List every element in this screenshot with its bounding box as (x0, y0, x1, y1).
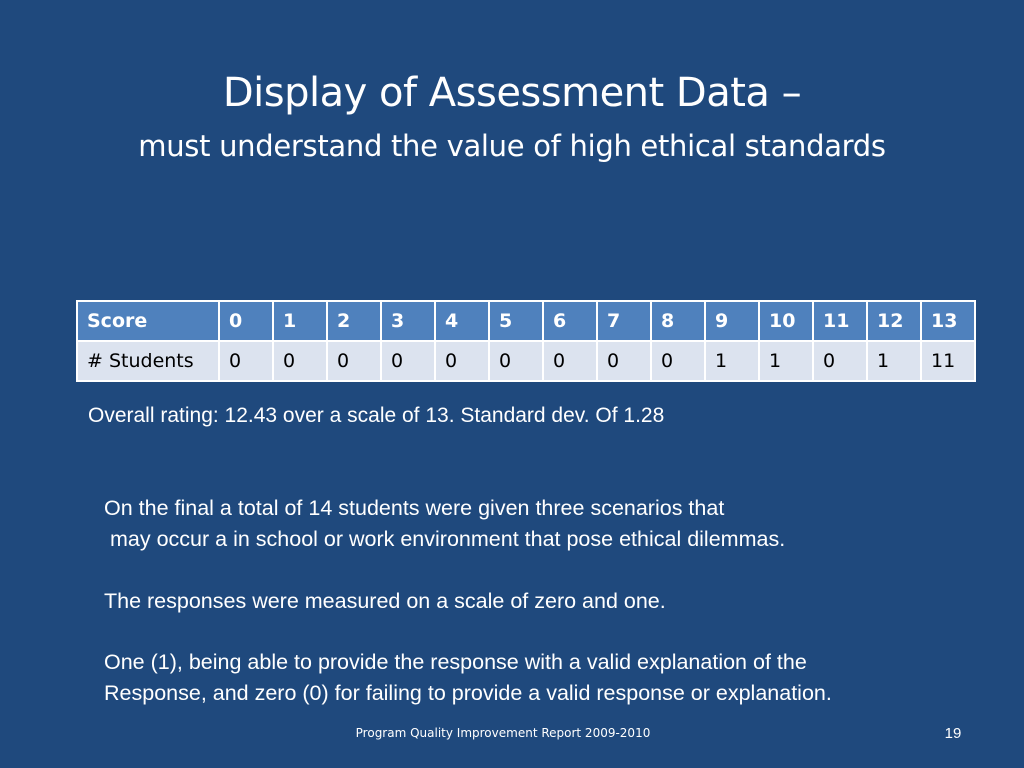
score-cell: 12 (866, 300, 922, 342)
score-cell: 13 (920, 300, 976, 342)
table-header-row: Score 0 1 2 3 4 5 6 7 8 9 10 11 12 13 (76, 300, 976, 342)
student-count-cell: 0 (326, 340, 382, 382)
score-cell: 0 (218, 300, 274, 342)
paragraph-line: One (1), being able to provide the respo… (104, 650, 807, 674)
paragraph-line: Response, and zero (0) for failing to pr… (104, 681, 832, 705)
student-count-cell: 0 (650, 340, 706, 382)
student-count-cell: 1 (758, 340, 814, 382)
student-count-cell: 0 (434, 340, 490, 382)
student-count-cell: 0 (488, 340, 544, 382)
paragraph-line: may occur a in school or work environmen… (110, 527, 786, 551)
score-cell: 8 (650, 300, 706, 342)
score-cell: 6 (542, 300, 598, 342)
score-cell: 11 (812, 300, 868, 342)
overall-rating-text: Overall rating: 12.43 over a scale of 13… (88, 404, 665, 427)
student-count-cell: 0 (380, 340, 436, 382)
score-cell: 1 (272, 300, 328, 342)
page-number: 19 (944, 725, 962, 742)
paragraph-line: On the final a total of 14 students were… (104, 496, 725, 520)
score-cell: 3 (380, 300, 436, 342)
student-count-cell: 11 (920, 340, 976, 382)
student-count-cell: 1 (866, 340, 922, 382)
score-cell: 2 (326, 300, 382, 342)
student-count-cell: 0 (218, 340, 274, 382)
score-cell: 5 (488, 300, 544, 342)
score-cell: 7 (596, 300, 652, 342)
slide-title: Display of Assessment Data – (222, 70, 802, 116)
scoring-paragraph: One (1), being able to provide the respo… (104, 647, 832, 709)
score-cell: 10 (758, 300, 814, 342)
score-header-cell: Score (76, 300, 220, 342)
scale-paragraph: The responses were measured on a scale o… (104, 586, 666, 617)
paragraph-line: The responses were measured on a scale o… (104, 589, 666, 613)
student-count-cell: 0 (812, 340, 868, 382)
score-cell: 4 (434, 300, 490, 342)
slide-footer: Program Quality Improvement Report 2009-… (355, 726, 651, 740)
score-distribution-table: Score 0 1 2 3 4 5 6 7 8 9 10 11 12 13 # … (76, 300, 976, 382)
table-row: # Students 0 0 0 0 0 0 0 0 0 1 1 0 1 11 (76, 340, 976, 382)
student-count-cell: 0 (272, 340, 328, 382)
student-count-cell: 0 (542, 340, 598, 382)
student-count-cell: 1 (704, 340, 760, 382)
scenario-paragraph: On the final a total of 14 students were… (104, 493, 785, 555)
slide-subtitle: must understand the value of high ethica… (138, 129, 886, 163)
score-cell: 9 (704, 300, 760, 342)
student-count-cell: 0 (596, 340, 652, 382)
students-header-cell: # Students (76, 340, 220, 382)
